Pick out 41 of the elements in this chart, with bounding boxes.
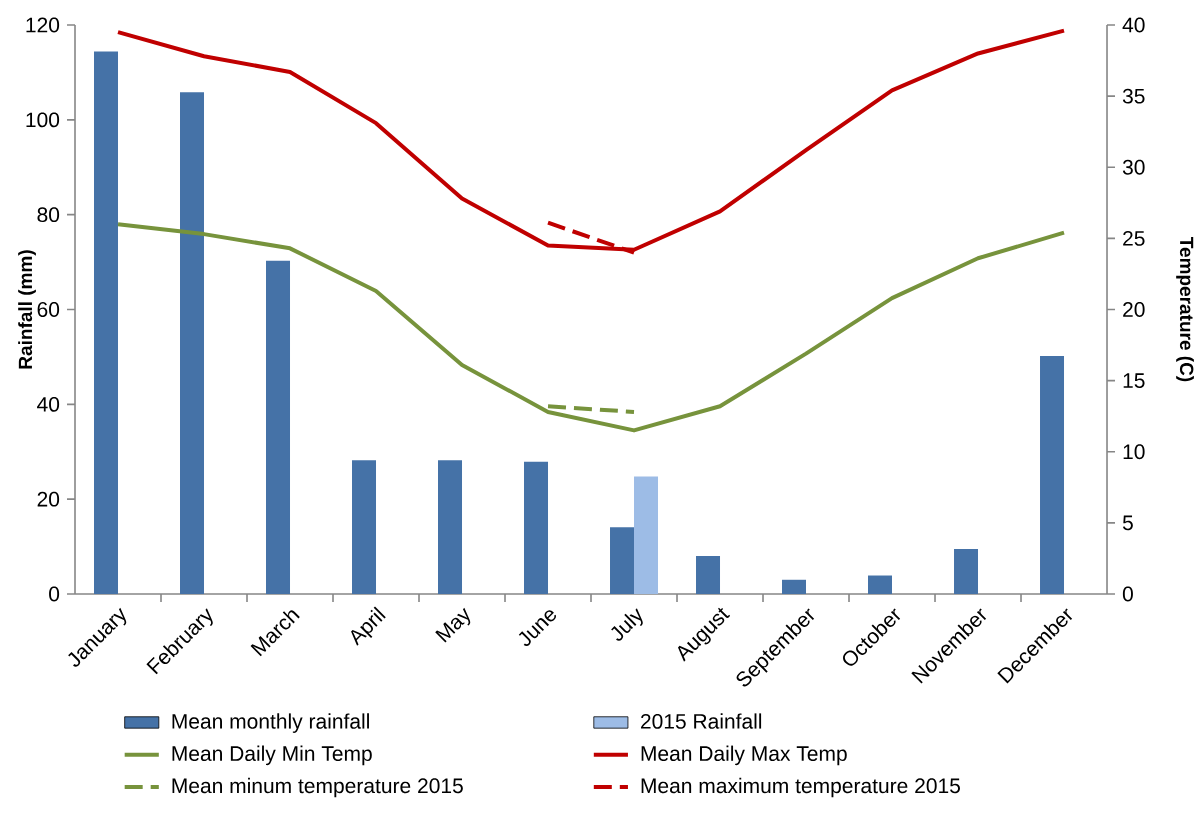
y2-tick-label: 35 [1122,88,1145,104]
y-tick-label: 120 [26,17,60,33]
legend-label: Mean minum temperature 2015 [172,777,463,798]
bar [954,548,979,594]
y2-tick-label: 10 [1123,444,1145,460]
y-axis-title: Rainfall (mm) [18,250,36,369]
x-tick-label: July [611,608,643,641]
y2-tick-label: 40 [1122,17,1145,33]
bar [782,579,807,594]
bar [610,527,635,594]
legend-label: Mean maximum temperature 2015 [641,777,960,798]
y2-axis-title: Temperature (C) [1176,237,1194,382]
y-tick-label: 40 [37,396,60,412]
y-tick-label: 80 [37,207,60,223]
bar [352,460,377,594]
line-series [116,28,1067,252]
bar [180,92,205,594]
legend-label: Mean Daily Max Temp [641,745,847,766]
legend-label: Mean Daily Min Temp [172,745,372,766]
bar [266,260,291,594]
y2-tick-label: 30 [1122,159,1145,175]
y-tick-label: 20 [37,491,60,507]
bar [524,461,549,594]
y-tick-label: 0 [49,586,60,602]
legend-label: Mean monthly rainfall [172,713,369,733]
bar [1040,355,1065,594]
bar [868,575,893,594]
bar [696,556,721,594]
y-tick-label: 60 [37,302,60,317]
bar [94,51,119,594]
bar [634,476,659,594]
line-series [116,222,1067,433]
y2-tick-label: 5 [1122,515,1133,531]
y-tick-label: 100 [26,112,60,128]
y2-tick-label: 20 [1123,302,1145,317]
y2-tick-label: 0 [1122,586,1133,602]
y2-tick-label: 25 [1123,230,1145,246]
bar [438,460,463,594]
legend-label: 2015 Rainfall [641,713,762,729]
x-tick-label: May [435,607,471,643]
y2-tick-label: 15 [1123,373,1145,388]
